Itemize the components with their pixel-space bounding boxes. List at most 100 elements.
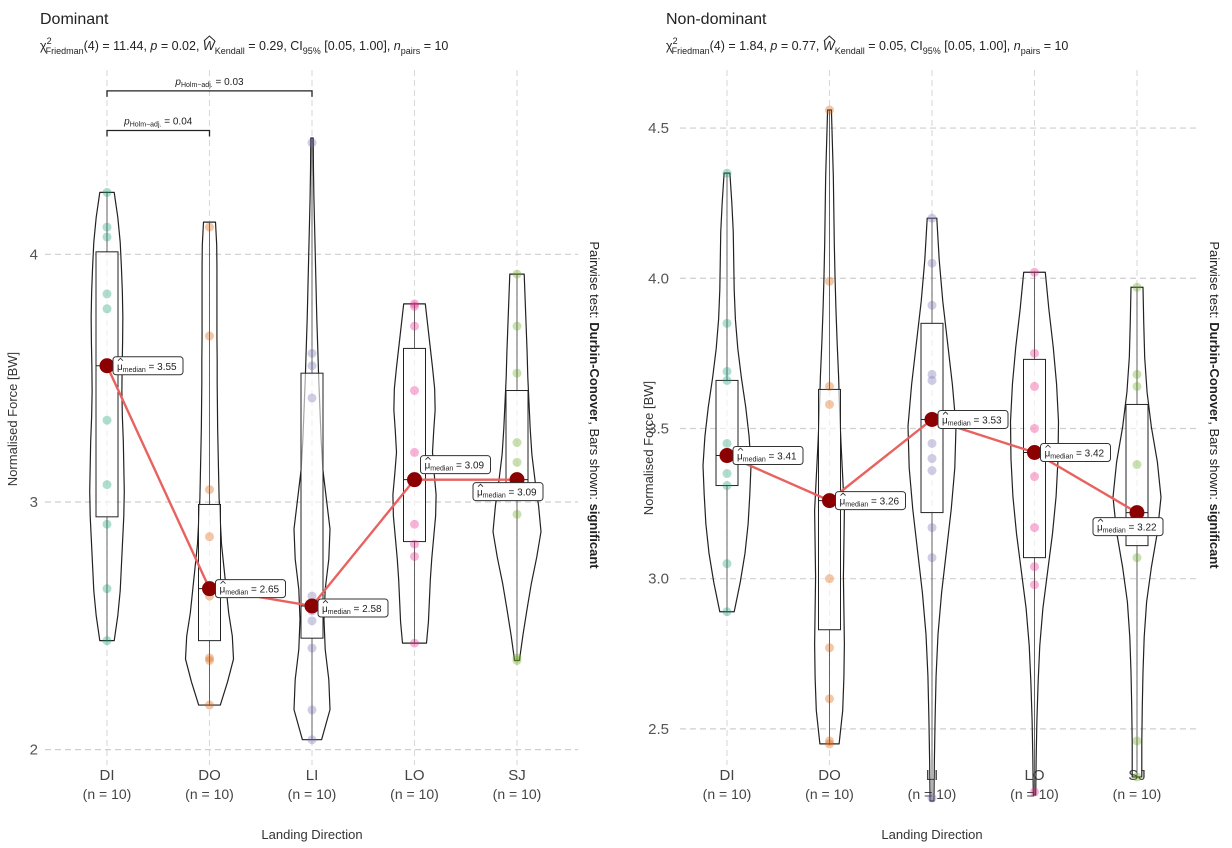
chart-title: Non-dominant [666, 11, 767, 28]
data-point [927, 523, 937, 533]
median-label-value: = 3.53 [971, 415, 1002, 426]
y-tick-label: 3.0 [648, 571, 669, 588]
subtitle-part: = 0.29, CI [245, 39, 303, 53]
data-point [1030, 562, 1039, 572]
median-point [202, 581, 217, 597]
median-label-sub: median [430, 466, 453, 473]
median-point [719, 448, 735, 464]
violin [392, 303, 437, 644]
data-point [825, 105, 834, 115]
subtitle-w: W [823, 39, 836, 53]
median-label-text: μmedian = 3.53 [942, 415, 1002, 427]
median-label-hat [220, 580, 226, 584]
data-point [722, 607, 732, 617]
median-label-box [420, 455, 491, 475]
data-point [512, 368, 522, 378]
violin [814, 109, 845, 745]
group-DI [89, 187, 125, 646]
median-label-mu: μ [942, 415, 948, 426]
x-tick-n-label: (n = 10) [390, 786, 439, 802]
data-point [410, 386, 419, 396]
data-point [102, 415, 112, 425]
data-point [1030, 381, 1039, 391]
side-caption-part: Pairwise test: [587, 241, 602, 322]
x-tick-label: DI [100, 767, 115, 784]
median-label-value: = 3.42 [1073, 449, 1104, 460]
median-label-sub: median [1103, 528, 1126, 535]
data-point [307, 705, 317, 715]
significance-bracket [106, 90, 313, 97]
data-point [102, 232, 112, 242]
group-SJ [492, 269, 542, 665]
data-point [307, 393, 317, 403]
median-label-mu: μ [1045, 449, 1051, 460]
data-point [825, 736, 834, 746]
median-label-sub: median [1050, 454, 1073, 461]
median-point [1027, 445, 1042, 461]
data-point [410, 301, 419, 311]
median-point [924, 411, 940, 427]
y-tick-label: 3.5 [648, 420, 669, 437]
side-caption-part: Pairwise test: [1207, 241, 1222, 322]
data-point [1030, 423, 1039, 433]
x-tick-n-label: (n = 10) [493, 786, 542, 802]
data-point [927, 213, 937, 223]
median-label-mu: μ [1097, 523, 1103, 534]
data-point [512, 653, 522, 663]
data-point [927, 300, 937, 310]
subtitle-n-sub: pairs [1021, 46, 1041, 56]
data-point [102, 519, 112, 529]
y-tick-label: 3 [30, 494, 38, 511]
data-point [512, 438, 522, 448]
median-label: μmedian = 3.53 [937, 409, 1009, 429]
data-point [1030, 580, 1039, 590]
data-point [825, 276, 834, 286]
x-tick-label: DO [818, 767, 841, 784]
median-label: μmedian = 3.42 [1040, 443, 1111, 463]
data-point [512, 655, 522, 665]
median-label-hat [737, 447, 744, 451]
data-point [1030, 472, 1039, 482]
data-point [205, 485, 214, 495]
data-point [102, 480, 112, 490]
median-label-text: μmedian = 2.65 [220, 585, 280, 597]
side-caption-test: Durbin-Conover [587, 322, 602, 421]
data-point [927, 375, 937, 385]
median-label-mu: μ [737, 452, 743, 463]
subtitle-w-hat [203, 35, 216, 42]
x-tick-n-label: (n = 10) [1113, 786, 1162, 802]
subtitle-chi-sub: Friedman [46, 46, 84, 56]
significance-sub: Holm−adj. [130, 121, 162, 128]
median-label-box [1092, 517, 1164, 537]
data-point [410, 519, 419, 529]
median-label: μmedian = 3.55 [112, 356, 184, 376]
violin [89, 191, 125, 642]
y-tick-label: 2 [30, 742, 38, 759]
median-label: μmedian = 3.09 [472, 482, 544, 502]
subtitle-part: [0.05, 1.00], [941, 39, 1014, 53]
data-point [102, 304, 112, 314]
median-point [407, 472, 422, 488]
median-label-value: = 3.55 [146, 362, 177, 373]
median-point [822, 493, 837, 509]
x-tick-label: SJ [508, 767, 526, 784]
subtitle-p: p [769, 39, 777, 53]
median-label-text: μmedian = 3.55 [117, 362, 177, 374]
median-label-text: μmedian = 3.26 [840, 497, 900, 509]
data-point [927, 466, 937, 476]
subtitle-part: = 0.02, [157, 39, 203, 53]
x-axis-title: Landing Direction [881, 827, 982, 842]
median-label-box [732, 446, 804, 466]
subtitle-chi-sup: 2 [47, 36, 52, 46]
median-label-mu: μ [220, 585, 226, 596]
data-point [410, 539, 419, 549]
group-LO [1009, 267, 1060, 797]
median-label-hat [425, 456, 431, 460]
median-label-hat [322, 599, 329, 604]
violin [492, 273, 542, 662]
median-label-value: = 3.09 [506, 488, 537, 499]
median-label-hat [117, 357, 124, 362]
median-label-sub: median [123, 367, 146, 374]
significance-bar: pHolm−adj. = 0.04 [106, 116, 211, 137]
